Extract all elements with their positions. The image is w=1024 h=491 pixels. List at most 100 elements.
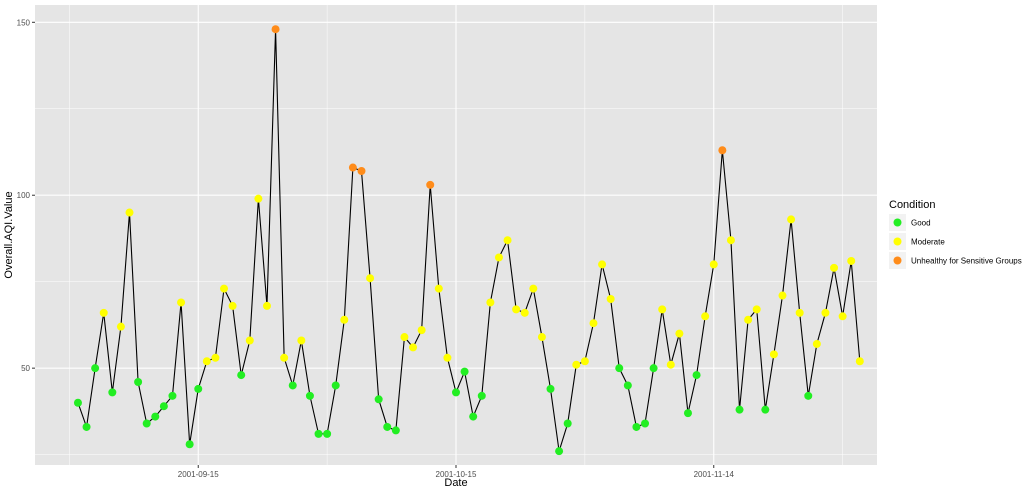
aqi-point [108, 388, 117, 397]
aqi-point [409, 343, 418, 352]
aqi-point [615, 364, 624, 373]
aqi-point [787, 215, 796, 224]
series-layer [73, 25, 864, 456]
y-tick-label: 150 [17, 18, 31, 27]
legend: Condition Good Moderate Unhealthy for Sens… [889, 199, 1022, 269]
aqi-point [580, 357, 589, 366]
aqi-point [795, 308, 804, 317]
aqi-point [323, 429, 332, 438]
aqi-point [494, 253, 503, 262]
aqi-point [847, 256, 856, 265]
legend-swatch [893, 237, 902, 246]
aqi-point [761, 405, 770, 414]
legend-label: Unhealthy for Sensitive Groups [911, 257, 1022, 266]
aqi-point [237, 371, 246, 380]
aqi-point [512, 305, 521, 314]
aqi-point [374, 395, 383, 404]
aqi-point [726, 236, 735, 245]
aqi-point [185, 440, 194, 449]
legend-swatch [893, 256, 902, 265]
aqi-point [228, 301, 237, 310]
aqi-point [752, 305, 761, 314]
aqi-point [735, 405, 744, 414]
aqi-point [658, 305, 667, 314]
aqi-point [125, 208, 134, 217]
aqi-point [400, 333, 409, 342]
aqi-point [855, 357, 864, 366]
aqi-point [503, 236, 512, 245]
x-axis-title: Date [444, 477, 467, 489]
aqi-point [804, 391, 813, 400]
aqi-point [649, 364, 658, 373]
aqi-point [520, 308, 529, 317]
aqi-point [254, 194, 263, 203]
aqi-point [91, 364, 100, 373]
legend-title: Condition [889, 199, 935, 211]
aqi-point [709, 260, 718, 269]
aqi-point [194, 384, 203, 393]
legend-label: Good [911, 219, 931, 228]
aqi-point [220, 284, 229, 293]
aqi-point [452, 388, 460, 397]
aqi-point [151, 412, 160, 421]
aqi-point [718, 146, 727, 155]
aqi-point [572, 360, 581, 369]
aqi-point [357, 167, 366, 176]
aqi-point [692, 371, 701, 380]
aqi-point [632, 422, 641, 431]
aqi-point [348, 163, 357, 172]
aqi-point [271, 25, 280, 34]
aqi-point [778, 291, 787, 300]
legend-label: Moderate [911, 238, 945, 247]
aqi-point [288, 381, 297, 390]
aqi-point [262, 301, 271, 310]
aqi-point [134, 377, 143, 386]
aqi-point [443, 353, 452, 362]
aqi-point [366, 274, 375, 283]
aqi-point [563, 419, 572, 428]
aqi-point [623, 381, 632, 390]
x-tick-label: 2001-11-14 [694, 470, 735, 479]
aqi-point [314, 429, 323, 438]
aqi-point [391, 426, 400, 435]
aqi-point [434, 284, 443, 293]
aqi-point [245, 336, 254, 345]
aqi-point [606, 294, 615, 303]
aqi-point [537, 333, 546, 342]
aqi-point [666, 360, 675, 369]
aqi-point [486, 298, 495, 307]
aqi-point [744, 315, 753, 324]
aqi-point [477, 391, 486, 400]
aqi-point [821, 308, 830, 317]
aqi-point [769, 350, 778, 359]
aqi-point [305, 391, 314, 400]
aqi-point [383, 422, 392, 431]
aqi-point [683, 409, 692, 418]
aqi-point [426, 180, 435, 189]
aqi-point [280, 353, 289, 362]
aqi-point [598, 260, 607, 269]
aqi-point [211, 353, 220, 362]
aqi-point [202, 357, 211, 366]
aqi-point [177, 298, 186, 307]
aqi-point [529, 284, 538, 293]
aqi-point [82, 422, 91, 431]
aqi-point [460, 367, 469, 376]
aqi-point [469, 412, 478, 421]
aqi-point [546, 384, 555, 393]
legend-swatch [893, 218, 902, 227]
aqi-point [589, 319, 598, 328]
aqi-point [555, 447, 564, 456]
y-tick-label: 100 [17, 191, 31, 200]
y-axis-title: Overall.AQI.Value [3, 191, 15, 278]
aqi-point [168, 391, 177, 400]
aqi-point [340, 315, 349, 324]
aqi-point [159, 402, 168, 411]
aqi-point [417, 326, 426, 335]
aqi-point [838, 312, 847, 321]
aqi-point [116, 322, 125, 331]
aqi-point [675, 329, 684, 338]
aqi-point [142, 419, 151, 428]
x-tick-label: 2001-09-15 [178, 470, 219, 479]
